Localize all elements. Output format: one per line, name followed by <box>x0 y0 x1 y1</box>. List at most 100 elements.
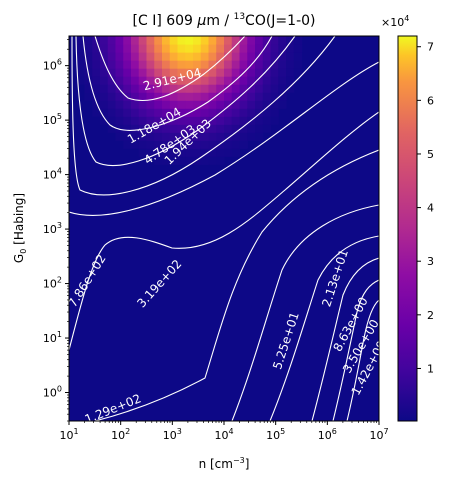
heatmap-cell <box>131 140 140 149</box>
heatmap-cell <box>208 108 217 117</box>
heatmap-cell <box>286 76 295 85</box>
heatmap-cell <box>100 84 109 93</box>
heatmap-cell <box>154 76 163 85</box>
colorbar <box>397 35 418 422</box>
heatmap-cell <box>131 60 140 69</box>
heatmap-cell <box>123 68 132 77</box>
heatmap-cell <box>231 52 241 61</box>
colorbar-tick-label: 6 <box>427 94 434 107</box>
heatmap-cell <box>247 132 256 141</box>
heatmap-cell <box>115 52 124 61</box>
heatmap-cell <box>123 108 132 117</box>
heatmap-cell <box>154 68 163 77</box>
heatmap-cell <box>247 76 256 85</box>
colorbar-tick-label: 2 <box>427 309 434 322</box>
heatmap-cell <box>169 100 179 109</box>
heatmap-cell <box>146 116 155 125</box>
heatmap-cell <box>185 92 194 101</box>
heatmap-cell <box>247 68 256 77</box>
heatmap-cell <box>76 76 86 85</box>
heatmap-cell <box>239 52 248 61</box>
heatmap-cell <box>138 132 148 141</box>
heatmap-cell <box>293 68 303 77</box>
x-axis-ticks: 101 102 103 104 105 106 107 <box>59 421 389 442</box>
heatmap-cell <box>278 60 287 69</box>
heatmap-cell <box>154 140 163 149</box>
heatmap-cell <box>154 36 163 45</box>
heatmap-cell <box>278 52 287 61</box>
heatmap-cell <box>231 36 241 45</box>
heatmap-cell <box>224 52 233 61</box>
heatmap-cell <box>162 92 171 101</box>
heatmap-cell <box>200 60 210 69</box>
heatmap-cell <box>216 36 225 45</box>
heatmap-cell <box>239 92 248 101</box>
heatmap-cell <box>278 76 287 85</box>
heatmap-cell <box>92 52 101 61</box>
heatmap-cell <box>231 116 241 125</box>
contour-line-5.25e+01 <box>231 204 379 421</box>
heatmap-cell <box>193 108 202 117</box>
heatmap-cell <box>239 76 248 85</box>
heatmap-cell <box>138 44 148 53</box>
heatmap-cell <box>247 92 256 101</box>
heatmap-cell <box>247 124 256 133</box>
heatmap-cell <box>154 132 163 141</box>
contour-line-7.86e+02 <box>69 61 379 216</box>
heatmap-cell <box>270 100 279 109</box>
heatmap-cell <box>84 36 93 45</box>
y-tick-label: 106 <box>43 58 62 73</box>
heatmap-cell <box>177 92 186 101</box>
heatmap-cell <box>162 36 171 45</box>
heatmap-cell <box>146 76 155 85</box>
heatmap-cell <box>255 44 264 53</box>
heatmap-cell <box>123 44 132 53</box>
heatmap-cell <box>185 100 194 109</box>
heatmap-cell <box>138 52 148 61</box>
heatmap-cell <box>262 116 272 125</box>
heatmap-cell <box>270 84 279 93</box>
heatmap-cell <box>255 84 264 93</box>
heatmap-cell <box>224 140 233 149</box>
heatmap-cell <box>224 44 233 53</box>
heatmap-cell <box>146 44 155 53</box>
y-tick-label: 103 <box>43 221 62 236</box>
heatmap-cell <box>131 36 140 45</box>
heatmap-cell <box>224 148 233 157</box>
heatmap-cell <box>123 60 132 69</box>
heatmap-cell <box>169 68 179 77</box>
heatmap-cell <box>138 108 148 117</box>
heatmap-cell <box>216 124 225 133</box>
heatmap-cell <box>270 36 279 45</box>
heatmap-cell <box>247 84 256 93</box>
x-tick-label: 103 <box>163 427 182 442</box>
heatmap-cell <box>115 108 124 117</box>
heatmap-cell <box>107 84 117 93</box>
heatmap-cell <box>216 44 225 53</box>
heatmap-cell <box>107 36 117 45</box>
heatmap-cell <box>107 68 117 77</box>
heatmap-cell <box>131 76 140 85</box>
heatmap-cell <box>169 76 179 85</box>
heatmap-cell <box>162 84 171 93</box>
heatmap-cell <box>131 84 140 93</box>
heatmap-cell <box>208 84 217 93</box>
heatmap-cell <box>169 116 179 125</box>
heatmap-cell <box>162 116 171 125</box>
heatmap-cell <box>131 52 140 61</box>
heatmap-cell <box>255 116 264 125</box>
heatmap-cell <box>162 100 171 109</box>
heatmap-cell <box>200 140 210 149</box>
heatmap-cell <box>154 52 163 61</box>
heatmap-cell <box>123 84 132 93</box>
heatmap-cell <box>92 76 101 85</box>
heatmap-cell <box>224 84 233 93</box>
heatmap-cell <box>216 140 225 149</box>
x-tick-label: 107 <box>369 427 388 442</box>
heatmap-cell <box>247 100 256 109</box>
heatmap-cell <box>115 36 124 45</box>
heatmap-cell <box>255 100 264 109</box>
heatmap-cell <box>138 140 148 149</box>
heatmap-cell <box>162 52 171 61</box>
heatmap-cell <box>208 44 217 53</box>
